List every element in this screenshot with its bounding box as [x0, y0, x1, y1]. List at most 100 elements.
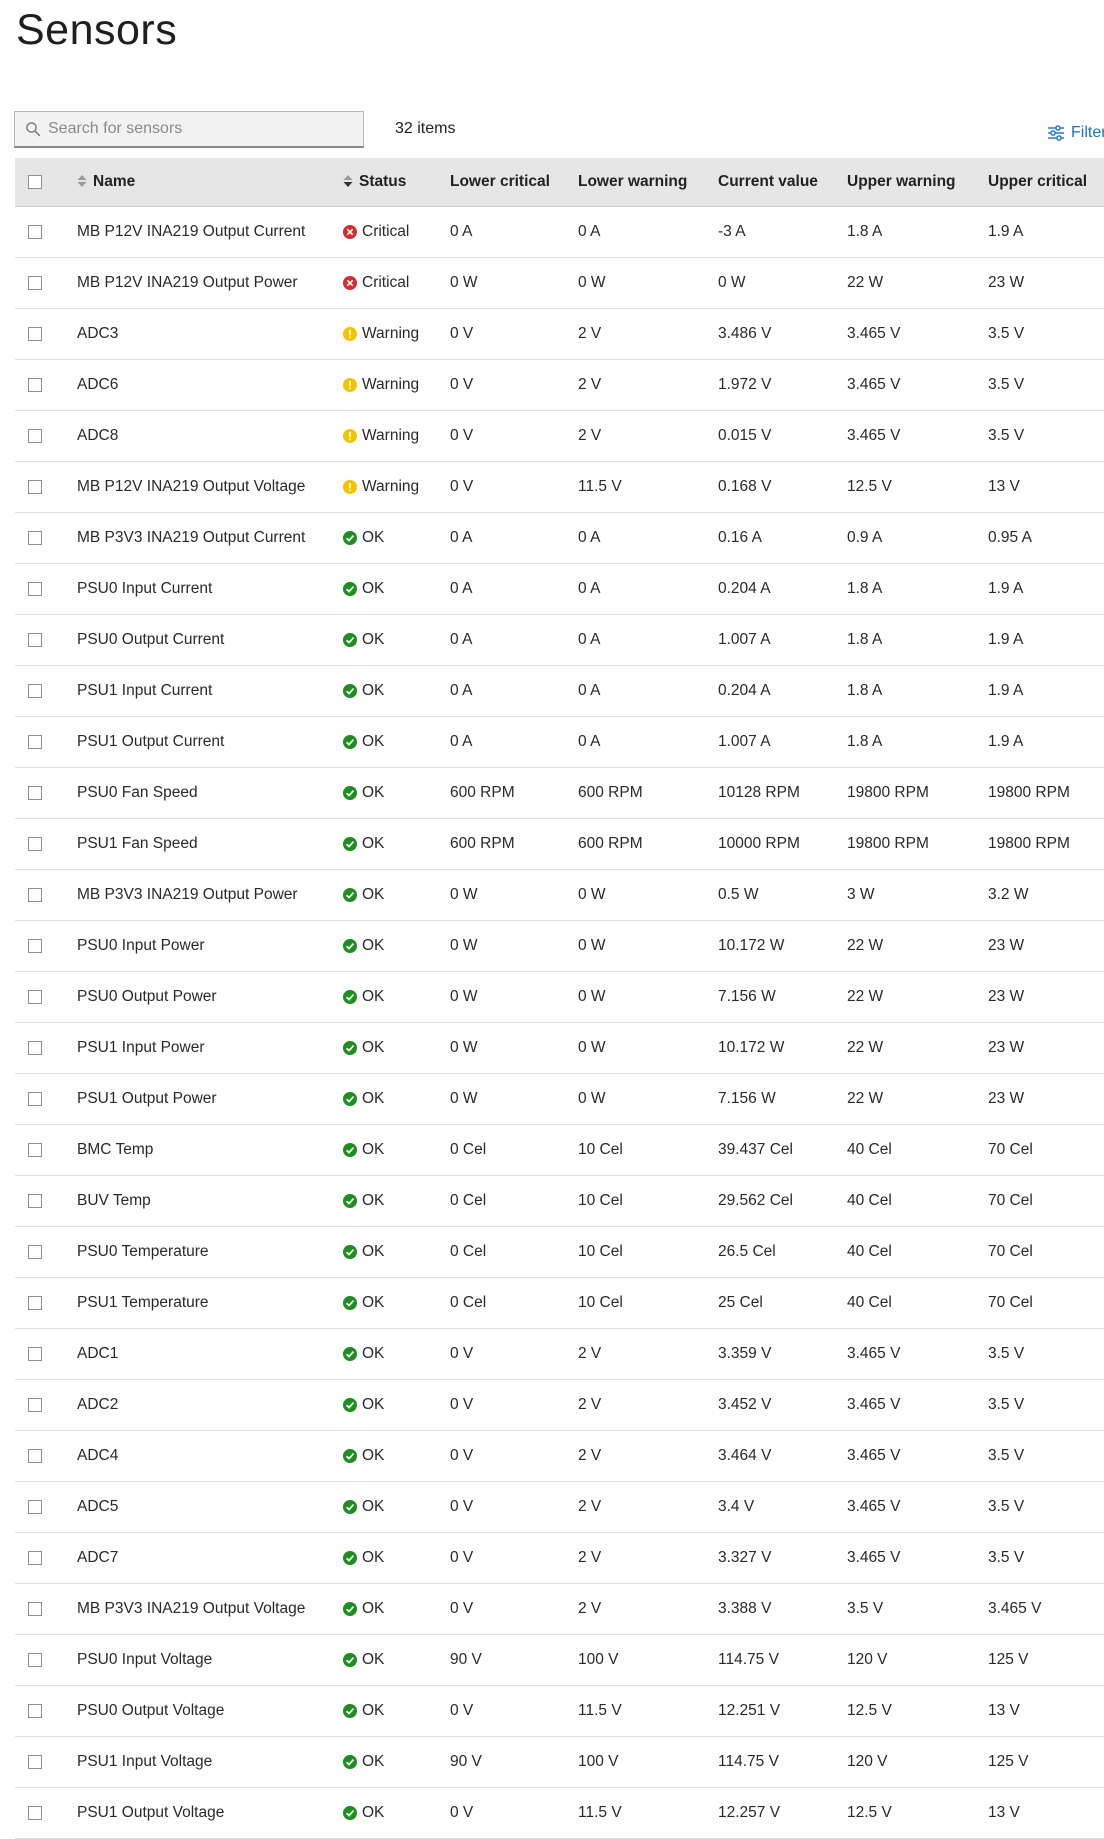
- sensor-upper-warning: 40 Cel: [847, 1226, 988, 1278]
- sensor-current: 3.452 V: [718, 1379, 847, 1431]
- row-checkbox[interactable]: [28, 836, 42, 851]
- sensor-current: 114.75 V: [718, 1736, 847, 1788]
- sensor-upper-warning: 3.5 V: [847, 1583, 988, 1635]
- row-checkbox[interactable]: [28, 1346, 42, 1361]
- table-row[interactable]: BUV Temp OK 0 Cel 10 Cel 29.562 Cel 40 Cel 70 …: [15, 1175, 1104, 1227]
- table-row[interactable]: PSU0 Temperature OK 0 Cel 10 Cel 26.5 Cel 40 …: [15, 1226, 1104, 1278]
- table-row[interactable]: PSU1 Temperature OK 0 Cel 10 Cel 25 Cel 40 Ce…: [15, 1277, 1104, 1329]
- sensor-name: BUV Temp: [77, 1175, 343, 1227]
- table-row[interactable]: PSU0 Input Voltage OK 90 V 100 V 114.75 V 120…: [15, 1634, 1104, 1686]
- sensor-upper-warning: 3.465 V: [847, 1532, 988, 1584]
- row-select-cell: [15, 1634, 77, 1686]
- search-input[interactable]: [48, 120, 348, 138]
- filter-button[interactable]: Filter: [1047, 124, 1104, 142]
- row-checkbox[interactable]: [28, 1805, 42, 1820]
- column-header-upper-warning[interactable]: Upper warning: [847, 158, 988, 207]
- column-header-lower-critical[interactable]: Lower critical: [450, 158, 578, 207]
- row-select-cell: [15, 971, 77, 1023]
- column-header-upper-critical[interactable]: Upper critical: [988, 158, 1104, 207]
- sensor-status-cell: Critical: [343, 257, 450, 309]
- row-checkbox[interactable]: [28, 1448, 42, 1463]
- table-row[interactable]: PSU1 Fan Speed OK 600 RPM 600 RPM 10000 RPM 1…: [15, 818, 1104, 870]
- row-checkbox[interactable]: [28, 224, 42, 239]
- row-checkbox[interactable]: [28, 1499, 42, 1514]
- sensor-upper-critical: 3.5 V: [988, 1532, 1104, 1584]
- column-header-name[interactable]: Name: [77, 158, 343, 207]
- row-checkbox[interactable]: [28, 989, 42, 1004]
- status-badge: OK: [343, 1686, 450, 1736]
- row-checkbox[interactable]: [28, 275, 42, 290]
- row-checkbox[interactable]: [28, 1040, 42, 1055]
- row-checkbox[interactable]: [28, 428, 42, 443]
- row-checkbox[interactable]: [28, 581, 42, 596]
- status-badge: OK: [343, 870, 450, 920]
- sensor-current: 3.327 V: [718, 1532, 847, 1584]
- sensor-upper-warning: 40 Cel: [847, 1277, 988, 1329]
- column-header-lower-warning[interactable]: Lower warning: [578, 158, 718, 207]
- sensor-current: 0.204 A: [718, 665, 847, 717]
- sensor-lower-critical: 0 V: [450, 461, 578, 513]
- table-row[interactable]: PSU1 Output Voltage OK 0 V 11.5 V 12.257 V 12…: [15, 1787, 1104, 1839]
- row-select-cell: [15, 665, 77, 717]
- row-checkbox[interactable]: [28, 1244, 42, 1259]
- row-checkbox[interactable]: [28, 1193, 42, 1208]
- table-row[interactable]: PSU0 Fan Speed OK 600 RPM 600 RPM 10128 RPM 1…: [15, 767, 1104, 819]
- table-row[interactable]: PSU1 Input Voltage OK 90 V 100 V 114.75 V 120…: [15, 1736, 1104, 1788]
- sensor-lower-warning: 2 V: [578, 1430, 718, 1482]
- column-header-status[interactable]: Status: [343, 158, 450, 207]
- row-checkbox[interactable]: [28, 1601, 42, 1616]
- row-checkbox[interactable]: [28, 1397, 42, 1412]
- status-badge: OK: [343, 1329, 450, 1379]
- row-checkbox[interactable]: [28, 377, 42, 392]
- row-checkbox[interactable]: [28, 1703, 42, 1718]
- row-checkbox[interactable]: [28, 632, 42, 647]
- search-box[interactable]: [14, 111, 364, 148]
- column-header-label: Upper warning: [847, 173, 956, 190]
- row-checkbox[interactable]: [28, 1652, 42, 1667]
- sensor-upper-critical: 3.5 V: [988, 308, 1104, 360]
- sensors-table: Name Status Lower critical Lower warning…: [15, 158, 1104, 1839]
- row-checkbox[interactable]: [28, 938, 42, 953]
- sensor-lower-critical: 0 W: [450, 257, 578, 309]
- row-checkbox[interactable]: [28, 1142, 42, 1157]
- table-row[interactable]: MB P12V INA219 Output Current Critical 0 A…: [15, 206, 1104, 258]
- row-checkbox[interactable]: [28, 1295, 42, 1310]
- row-checkbox[interactable]: [28, 683, 42, 698]
- row-checkbox[interactable]: [28, 1091, 42, 1106]
- select-all-checkbox[interactable]: [28, 174, 42, 189]
- row-checkbox[interactable]: [28, 887, 42, 902]
- row-select-cell: [15, 1430, 77, 1482]
- row-checkbox[interactable]: [28, 530, 42, 545]
- column-header-current-value[interactable]: Current value: [718, 158, 847, 207]
- row-checkbox[interactable]: [28, 734, 42, 749]
- row-checkbox[interactable]: [28, 1754, 42, 1769]
- table-row[interactable]: BMC Temp OK 0 Cel 10 Cel 39.437 Cel 40 Cel 70 …: [15, 1124, 1104, 1176]
- sensor-name: MB P12V INA219 Output Current: [77, 206, 343, 258]
- table-row[interactable]: PSU0 Output Voltage OK 0 V 11.5 V 12.251 V 12…: [15, 1685, 1104, 1737]
- row-checkbox[interactable]: [28, 1550, 42, 1565]
- row-checkbox[interactable]: [28, 479, 42, 494]
- row-checkbox[interactable]: [28, 785, 42, 800]
- row-checkbox[interactable]: [28, 326, 42, 341]
